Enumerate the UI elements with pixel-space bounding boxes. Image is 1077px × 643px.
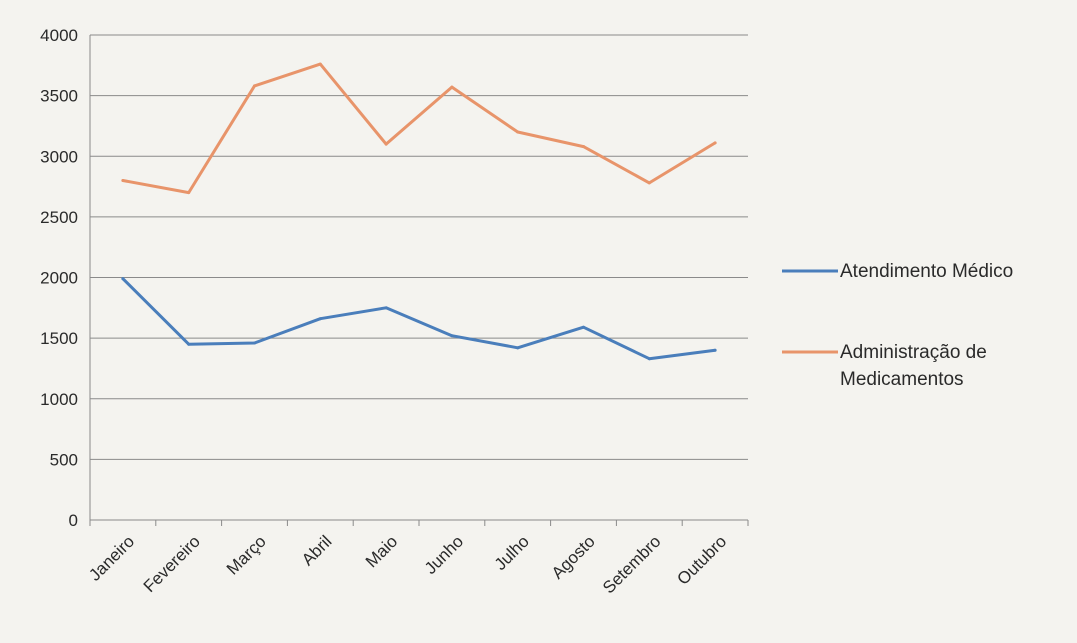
data-point	[713, 141, 717, 145]
data-point	[647, 181, 651, 185]
data-point	[713, 348, 717, 352]
y-tick-label: 500	[50, 450, 78, 469]
data-point	[318, 317, 322, 321]
x-tick-label: Janeiro	[85, 532, 138, 585]
x-tick-label: Fevereiro	[140, 532, 204, 596]
data-point	[121, 179, 125, 182]
data-point	[187, 342, 191, 346]
x-tick-label: Março	[223, 532, 270, 579]
data-point	[384, 306, 388, 310]
data-point	[516, 130, 520, 134]
gridlines	[90, 34, 748, 521]
series-line	[121, 277, 717, 361]
y-tick-label: 4000	[40, 26, 78, 45]
legend: Atendimento Médico Administração de Medica…	[782, 261, 1013, 390]
data-point	[450, 85, 454, 89]
legend-label: Medicamentos	[840, 369, 964, 390]
legend-label: Administração de	[840, 342, 987, 363]
legend-label: Atendimento Médico	[840, 261, 1013, 282]
series-line	[121, 62, 717, 195]
y-tick-label: 2000	[40, 269, 78, 288]
x-tick-label: Outubro	[673, 532, 730, 589]
x-tick-label: Setembro	[599, 532, 665, 598]
y-axis: 0 500 1000 1500 2000 2500 3000 3500 4000	[40, 26, 91, 530]
data-point	[253, 84, 256, 88]
x-tick-label: Maio	[362, 532, 401, 571]
data-point	[253, 341, 256, 345]
x-tick-label: Julho	[491, 532, 533, 574]
y-tick-label: 3000	[40, 147, 78, 166]
data-point	[121, 277, 125, 281]
y-tick-label: 1000	[40, 390, 78, 409]
x-tick-label: Junho	[421, 532, 467, 578]
data-point	[582, 145, 585, 149]
x-axis: Janeiro Fevereiro Março Abril Maio Junho Julho…	[85, 520, 749, 598]
y-tick-label: 3500	[40, 87, 78, 106]
data-point	[384, 142, 388, 146]
series-lines	[121, 62, 717, 361]
data-point	[187, 191, 191, 195]
y-tick-label: 1500	[40, 329, 78, 348]
data-point	[450, 334, 454, 338]
y-tick-label: 0	[69, 511, 78, 530]
data-point	[647, 357, 651, 361]
data-point	[318, 62, 322, 66]
data-point	[516, 346, 520, 350]
y-tick-label: 2500	[40, 208, 78, 227]
x-tick-label: Abril	[298, 532, 335, 569]
x-tick-label: Agosto	[548, 532, 599, 583]
data-point	[582, 325, 585, 329]
